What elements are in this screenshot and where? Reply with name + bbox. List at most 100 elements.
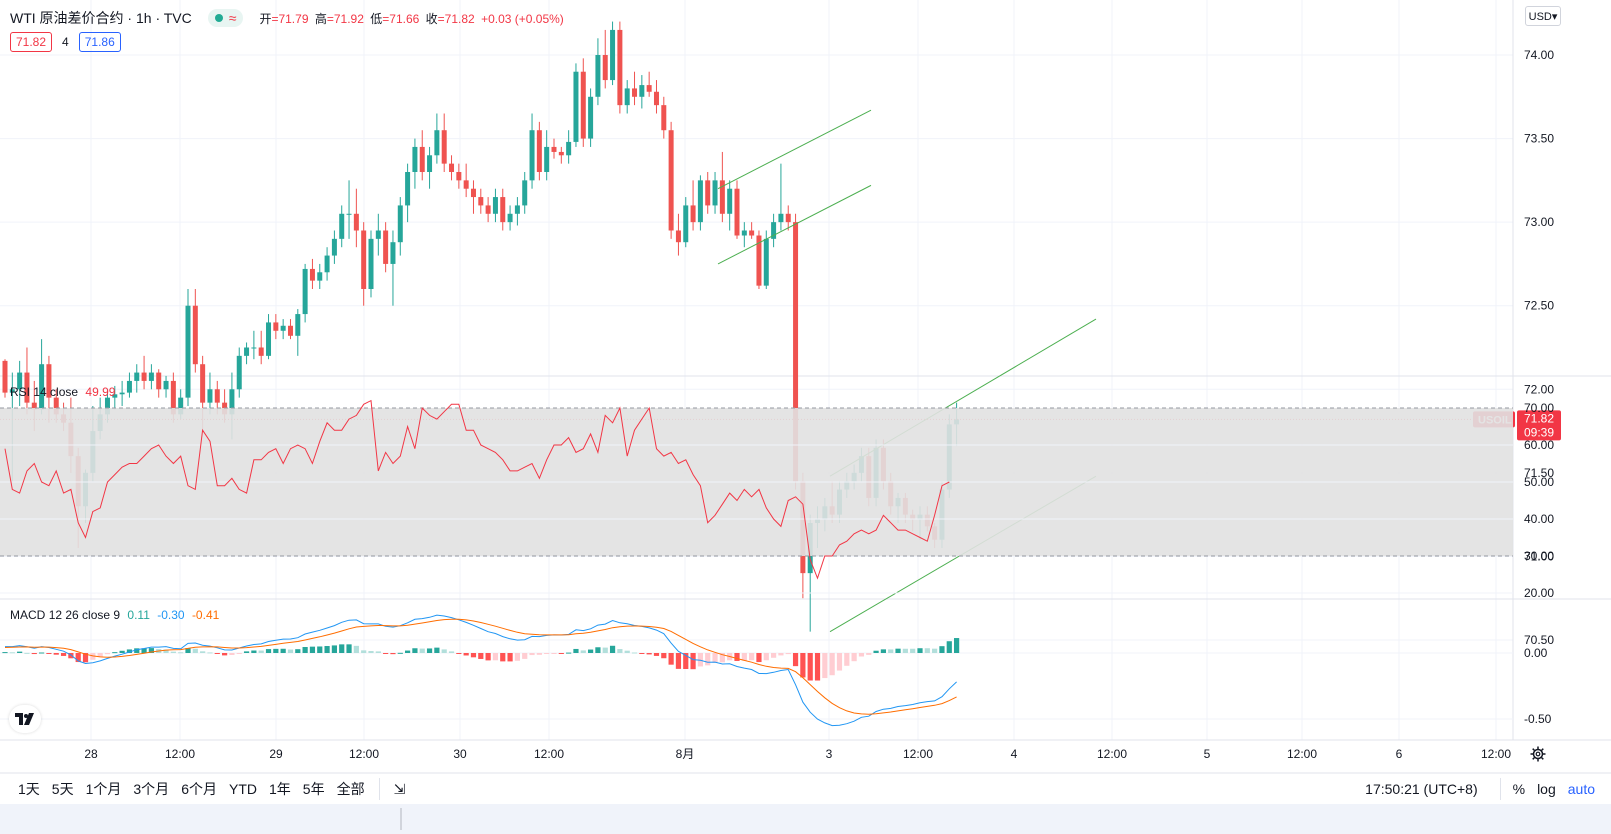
macd-histogram-bar [705, 653, 711, 666]
macd-histogram-bar [668, 653, 674, 665]
candle-body [492, 197, 498, 214]
candle-body [602, 55, 608, 81]
symbol-title[interactable]: WTI 原油差价合约 · 1h · TVC [10, 10, 192, 26]
macd-histogram-bar [470, 653, 477, 658]
bottom-panel-strip [0, 804, 1611, 834]
percent-scale-toggle[interactable]: % [1512, 781, 1526, 797]
macd-histogram-bar [397, 652, 403, 654]
candle-body [617, 29, 623, 106]
candle-body [705, 180, 711, 206]
market-status[interactable]: ≈ [207, 9, 244, 27]
high-label: 高 [314, 11, 327, 26]
macd-signal-line [4, 618, 957, 715]
macd-histogram-bar [331, 645, 337, 653]
candle-body [156, 372, 162, 390]
macd-histogram-bar [507, 653, 513, 662]
bar-countdown-label: 09:39 [1524, 425, 1554, 439]
macd-histogram-bar [683, 653, 689, 670]
goto-date-icon[interactable]: ⇲ [393, 780, 406, 797]
macd-histogram-bar [68, 653, 74, 659]
candle-body [500, 197, 506, 223]
macd-histogram-bar [910, 648, 916, 653]
macd-histogram-bar [719, 653, 725, 663]
trend-channel-line[interactable] [717, 184, 872, 265]
macd-histogram-bar [712, 653, 718, 663]
candle-body [368, 238, 374, 289]
macd-histogram-bar [536, 653, 542, 655]
price-tick-label: 74.00 [1524, 48, 1554, 62]
candle-body [258, 347, 264, 356]
settings-gear-icon[interactable] [1527, 743, 1549, 765]
trend-channel-line[interactable] [717, 109, 872, 190]
time-axis-label: 12:00 [1287, 747, 1317, 761]
macd-histogram-bar [456, 653, 462, 654]
candle-body [653, 91, 659, 106]
candle-body [185, 305, 191, 398]
candle-body [46, 364, 52, 398]
tradingview-logo-icon[interactable] [9, 705, 41, 733]
candle-body [551, 146, 557, 152]
macd-legend[interactable]: MACD 12 26 close 9 0.11 -0.30 -0.41 [10, 608, 219, 622]
candle-body [683, 205, 689, 243]
macd-histogram-bar [222, 653, 228, 656]
candle-body [741, 230, 747, 236]
rsi-tick-label: 20.00 [1524, 586, 1554, 600]
spread-value: 4 [62, 35, 69, 49]
range-ytd[interactable]: YTD [228, 781, 257, 797]
log-scale-toggle[interactable]: log [1537, 781, 1556, 797]
range-5y[interactable]: 5年 [302, 781, 325, 797]
macd-histogram-bar [954, 638, 960, 653]
macd-name: MACD [10, 608, 46, 622]
macd-histogram-bar [273, 648, 279, 653]
macd-histogram-bar [478, 653, 484, 659]
candle-body [536, 130, 542, 172]
macd-histogram-bar [873, 650, 879, 653]
macd-tick-label: -0.50 [1524, 712, 1552, 726]
time-axis-label: 29 [269, 747, 283, 761]
candle-body [244, 347, 250, 356]
range-1d[interactable]: 1天 [18, 781, 40, 797]
rsi-legend[interactable]: RSI 14 close 49.99 [10, 385, 115, 399]
macd-histogram-bar [426, 648, 433, 653]
candle-body [793, 222, 799, 482]
macd-histogram-bar [566, 652, 572, 654]
range-1y[interactable]: 1年 [268, 781, 291, 797]
macd-histogram-bar [888, 649, 894, 653]
macd-params: 12 26 close 9 [48, 608, 121, 622]
currency-selector[interactable]: USD▾ [1525, 6, 1561, 26]
candle-body [522, 180, 528, 206]
macd-histogram-bar [39, 652, 45, 654]
time-axis-label: 12:00 [903, 747, 933, 761]
sell-price-button[interactable]: 71.82 [10, 32, 53, 52]
macd-histogram-bar [675, 653, 682, 669]
auto-scale-toggle[interactable]: auto [1567, 781, 1595, 797]
candle-body [324, 255, 330, 273]
buy-price-button[interactable]: 71.86 [78, 32, 121, 52]
macd-histogram-bar [361, 650, 367, 653]
open-label: 开 [259, 11, 272, 26]
timezone-clock[interactable]: 17:50:21 (UTC+8) [1365, 781, 1478, 797]
macd-histogram-bar [485, 653, 491, 661]
macd-histogram-bar [134, 648, 140, 653]
candle-body [419, 146, 425, 172]
candle-body [690, 205, 696, 223]
macd-histogram-bar [792, 653, 799, 667]
candle-body [148, 372, 154, 381]
macd-histogram-bar [639, 653, 645, 654]
candle-body [53, 397, 59, 415]
macd-histogram-bar [771, 653, 777, 658]
macd-tick-label: 0.00 [1524, 646, 1548, 660]
range-1m[interactable]: 1个月 [85, 781, 122, 797]
candle-body [712, 180, 718, 206]
candle-body [463, 180, 469, 189]
time-axis-label: 12:00 [534, 747, 564, 761]
macd-histogram-bar [778, 653, 784, 656]
range-all[interactable]: 全部 [336, 781, 365, 797]
low-label: 低 [370, 11, 383, 26]
range-6m[interactable]: 6个月 [181, 781, 217, 797]
range-3m[interactable]: 3个月 [133, 781, 170, 797]
range-5d[interactable]: 5天 [51, 781, 74, 797]
low-value: =71.66 [382, 11, 420, 26]
rsi-tick-label: 50.00 [1524, 475, 1554, 489]
